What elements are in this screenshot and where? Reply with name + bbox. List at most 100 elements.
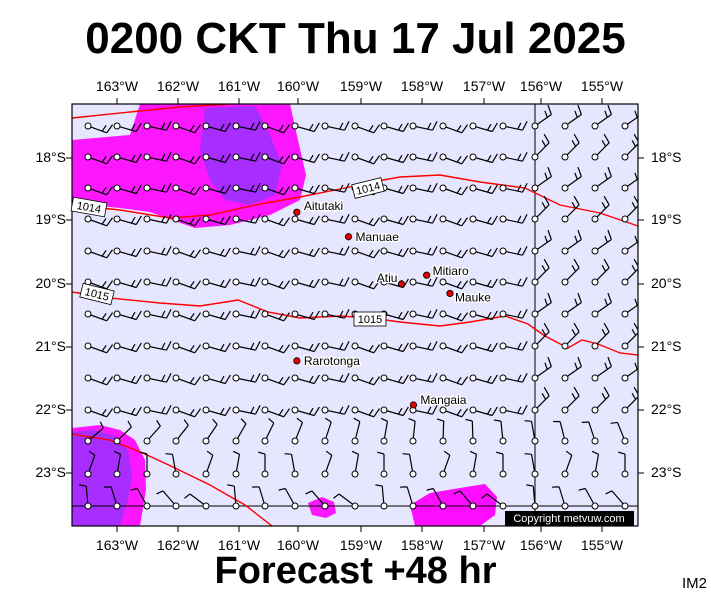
wind-barb [79, 484, 92, 510]
wind-barb [252, 486, 269, 510]
wind-barb [261, 122, 291, 134]
wind-barb [113, 215, 142, 226]
longitude-label: 155°W [580, 78, 624, 94]
wind-barb [84, 374, 114, 386]
wind-barb [465, 418, 477, 445]
wind-barb [291, 342, 320, 353]
wind-barb [531, 195, 550, 223]
wind-barb [172, 310, 202, 322]
wind-barb [561, 166, 582, 192]
place-dot [293, 208, 301, 216]
wind-barb [621, 386, 638, 414]
wind-barb [426, 487, 447, 510]
wind-barb [202, 184, 231, 195]
wind-barb [232, 151, 261, 162]
wind-barb [172, 153, 202, 165]
wind-barb [499, 404, 528, 415]
wind-barb [409, 182, 438, 193]
wind-barb [409, 276, 438, 287]
wind-barb [202, 418, 218, 445]
wind-barb [321, 151, 350, 162]
wind-barb [469, 122, 498, 133]
wind-barb [261, 215, 291, 227]
wind-barb [321, 276, 350, 287]
wind-barb [591, 450, 600, 478]
longitude-label: 160°W [276, 537, 320, 553]
place-mauke: Mauke [446, 289, 493, 306]
wind-barb [84, 153, 114, 165]
wind-barb [439, 310, 469, 322]
wind-barb [377, 451, 388, 478]
wind-barb [621, 230, 638, 255]
wind-barb [291, 153, 320, 164]
latitude-label: 22°S [35, 401, 66, 417]
wind-barb [172, 278, 202, 290]
wind-barb [84, 450, 96, 478]
place-mitiaro: Mitiaro [423, 263, 470, 279]
wind-barb [561, 356, 582, 382]
wind-barb [172, 215, 202, 227]
wind-barb [202, 153, 231, 164]
wind-barb [291, 122, 320, 133]
map-title: 0200 CKT Thu 17 Jul 2025 [85, 14, 626, 63]
wind-barb [439, 215, 469, 227]
wind-barb [621, 293, 638, 318]
latitude-label: 21°S [651, 338, 682, 354]
wind-barb [232, 120, 261, 131]
wind-barb [561, 450, 573, 478]
wind-barb [469, 406, 498, 417]
place-dot [344, 233, 353, 241]
wind-barb [591, 322, 610, 350]
copyright-text: Copyright metvuw.com [513, 513, 624, 525]
wind-barb [172, 342, 202, 354]
isobar-label-text: 1014 [76, 200, 102, 216]
wind-barb [113, 278, 142, 289]
wind-barb [143, 120, 172, 131]
wind-barb [469, 374, 498, 385]
wind-barb [232, 182, 261, 193]
wind-barb [113, 310, 142, 321]
wind-barb [380, 374, 409, 385]
wind-barb [439, 153, 469, 165]
wind-barb [143, 308, 172, 319]
wind-barb [591, 356, 612, 382]
latitude-label: 18°S [651, 149, 682, 165]
wind-barb [402, 453, 417, 478]
wind-barb [321, 308, 350, 319]
wind-barb [232, 450, 241, 478]
wind-barb [232, 372, 261, 383]
longitude-label: 156°W [519, 537, 563, 553]
wind-barb [375, 484, 388, 510]
place-label: Mangaia [420, 393, 466, 407]
longitude-label: 158°W [400, 537, 444, 553]
longitude-label: 155°W [580, 537, 624, 553]
wind-barb [481, 493, 507, 510]
longitude-label: 162°W [156, 537, 200, 553]
wind-barb [499, 340, 528, 351]
wind-barb [591, 258, 610, 286]
wind-barb [261, 310, 291, 322]
place-label: Aitutaki [304, 199, 343, 213]
longitude-label: 162°W [156, 78, 200, 94]
place-atiu: Atiu [376, 270, 406, 288]
wind-barb [291, 406, 320, 417]
longitude-label: 161°W [217, 537, 261, 553]
wind-barb [305, 490, 329, 510]
wind-barb [439, 450, 451, 478]
wind-barb [621, 322, 638, 350]
wind-barb [333, 493, 359, 510]
wind-barb [618, 451, 629, 478]
wind-barb [561, 322, 580, 350]
isobar-label-1014-east: 1014 [351, 177, 385, 199]
wind-barb [291, 278, 320, 289]
wind-barb [113, 450, 122, 478]
wind-barb [202, 278, 231, 289]
wind-barb [172, 184, 202, 196]
latitude-label: 19°S [35, 211, 66, 227]
isobar-label-text: 1014 [355, 180, 382, 198]
place-label: Mitiaro [433, 264, 469, 278]
precip-area-southeast [410, 484, 497, 526]
wind-barb [130, 487, 151, 510]
wind-barb [524, 420, 539, 445]
wind-barb [531, 229, 552, 255]
